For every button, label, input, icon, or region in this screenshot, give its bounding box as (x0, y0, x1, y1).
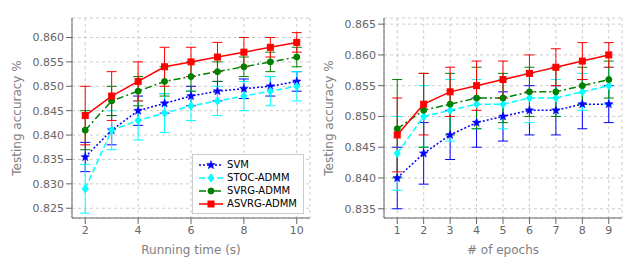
svg-text:0.845: 0.845 (33, 105, 65, 118)
svg-text:# of epochs: # of epochs (467, 243, 539, 257)
svg-text:0.825: 0.825 (33, 202, 65, 215)
svg-text:5: 5 (500, 224, 507, 237)
svg-text:Testing accuracy %: Testing accuracy % (322, 60, 336, 176)
svg-text:0.830: 0.830 (33, 178, 65, 191)
svg-text:0.850: 0.850 (33, 80, 65, 93)
svg-text:3: 3 (447, 224, 454, 237)
svg-text:4: 4 (473, 224, 480, 237)
svg-text:Testing accuracy %: Testing accuracy % (10, 60, 24, 176)
svg-text:4: 4 (135, 224, 142, 237)
svg-text:0.850: 0.850 (345, 110, 377, 123)
html-text:SVM: SVM (227, 159, 249, 170)
svg-text:0.855: 0.855 (33, 56, 65, 69)
svg-text:10: 10 (290, 224, 304, 237)
html-text:SVRG-ADMM: SVRG-ADMM (227, 185, 291, 196)
svg-text:0.860: 0.860 (345, 49, 377, 62)
svg-text:8: 8 (240, 224, 247, 237)
svg-text:0.840: 0.840 (345, 172, 377, 185)
svg-text:0.835: 0.835 (345, 203, 377, 216)
svg-text:0.835: 0.835 (33, 153, 65, 166)
svg-text:2: 2 (420, 224, 427, 237)
svg-text:0.845: 0.845 (345, 141, 377, 154)
svg-text:6: 6 (526, 224, 533, 237)
html-text:ASVRG-ADMM: ASVRG-ADMM (227, 198, 297, 209)
svg-text:6: 6 (188, 224, 195, 237)
svg-text:0.840: 0.840 (33, 129, 65, 142)
svg-text:8: 8 (579, 224, 586, 237)
svg-text:1: 1 (394, 224, 401, 237)
html-text:STOC-ADMM: STOC-ADMM (227, 172, 290, 183)
svg-text:Running time (s): Running time (s) (141, 243, 241, 257)
svg-text:2: 2 (82, 224, 89, 237)
svg-text:9: 9 (605, 224, 612, 237)
svg-text:0.865: 0.865 (345, 18, 377, 31)
svg-text:7: 7 (552, 224, 559, 237)
svg-text:0.855: 0.855 (345, 80, 377, 93)
svg-text:0.860: 0.860 (33, 31, 65, 44)
